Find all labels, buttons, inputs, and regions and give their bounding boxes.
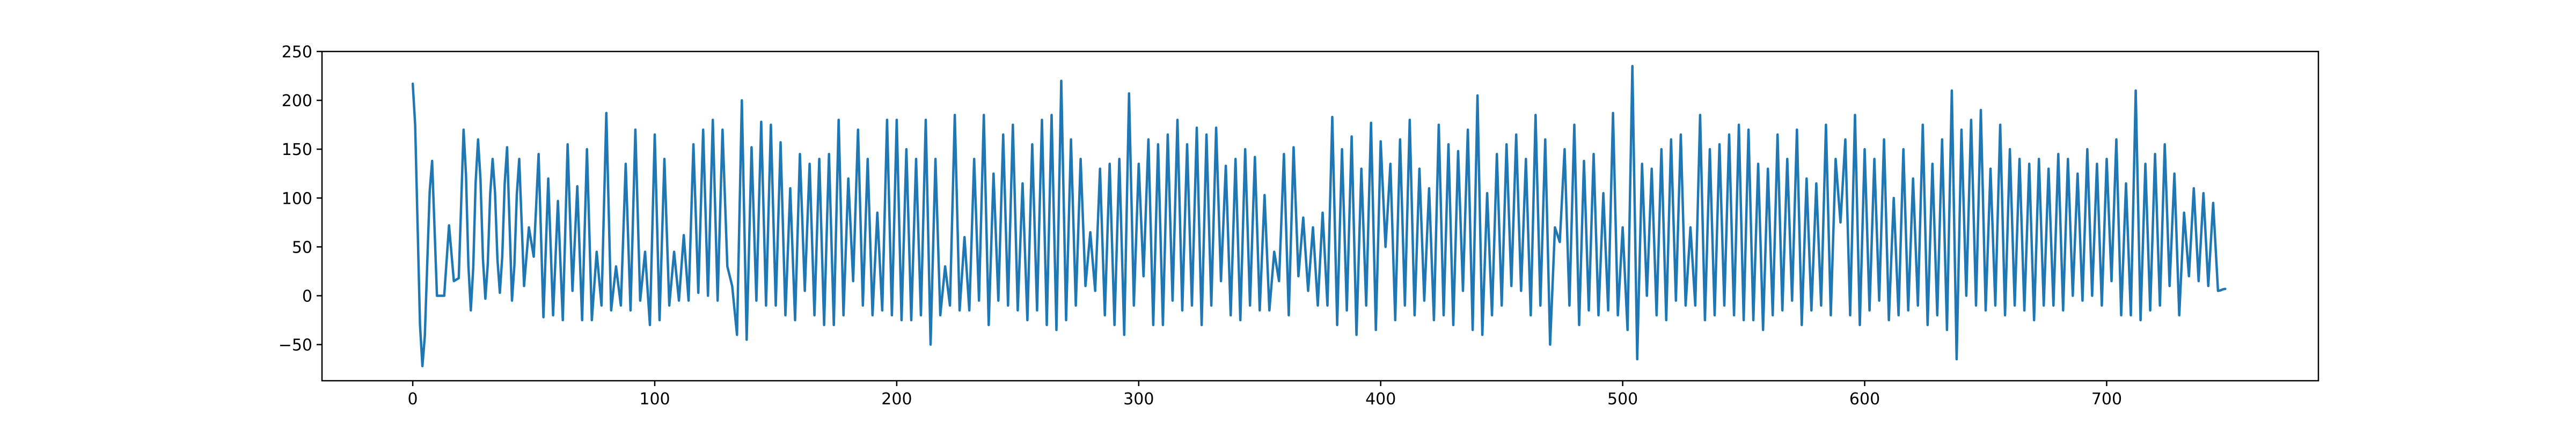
x-tick-label-500: 500 [1607, 390, 1638, 409]
data-series-line-0 [411, 65, 2227, 367]
y-tick-label-0: 0 [302, 287, 312, 306]
x-tick-label-400: 400 [1365, 390, 1396, 409]
y-tick-label-50: 50 [292, 238, 312, 257]
x-tick-label-700: 700 [2091, 390, 2122, 409]
plot-frame [321, 50, 2319, 382]
axes: 0 100 200 300 400 500 600 700 −50 0 50 100 150 200 250 [279, 43, 2319, 409]
x-tick-label-600: 600 [1849, 390, 1880, 409]
y-tick-label-100: 100 [282, 189, 312, 208]
plot-area [411, 65, 2227, 367]
y-tick-label-150: 150 [282, 140, 312, 159]
x-tick-label-200: 200 [881, 390, 912, 409]
y-tick-label--50: −50 [279, 336, 312, 355]
x-tick-label-0: 0 [408, 390, 418, 409]
y-tick-label-250: 250 [282, 43, 312, 62]
y-tick-label-200: 200 [282, 92, 312, 110]
x-tick-label-300: 300 [1123, 390, 1154, 409]
x-tick-label-100: 100 [639, 390, 670, 409]
